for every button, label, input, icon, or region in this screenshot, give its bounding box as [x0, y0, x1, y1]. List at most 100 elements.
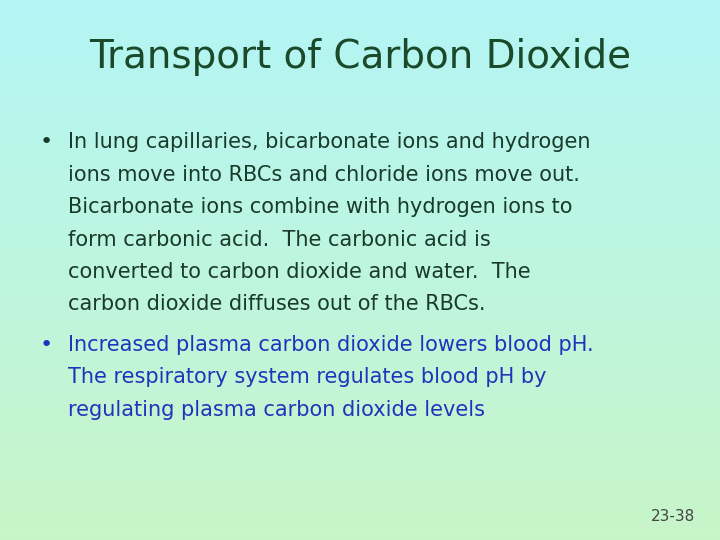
Bar: [0, 439, 720, 441]
Bar: [0, 459, 720, 461]
Bar: [0, 434, 720, 436]
Bar: [0, 90, 720, 92]
Bar: [0, 36, 720, 38]
Bar: [0, 329, 720, 331]
Bar: [0, 214, 720, 216]
Bar: [0, 104, 720, 106]
Bar: [0, 518, 720, 520]
Bar: [0, 182, 720, 184]
Bar: [0, 306, 720, 308]
Bar: [0, 443, 720, 444]
Bar: [0, 86, 720, 88]
Bar: [0, 119, 720, 120]
Bar: [0, 371, 720, 373]
Bar: [0, 389, 720, 390]
Bar: [0, 511, 720, 513]
Bar: [0, 147, 720, 150]
Bar: [0, 432, 720, 434]
Bar: [0, 421, 720, 423]
Bar: [0, 59, 720, 61]
Bar: [0, 528, 720, 529]
Bar: [0, 25, 720, 27]
Bar: [0, 355, 720, 356]
Bar: [0, 5, 720, 7]
Bar: [0, 22, 720, 23]
Bar: [0, 227, 720, 228]
Bar: [0, 34, 720, 36]
Bar: [0, 16, 720, 18]
Bar: [0, 407, 720, 409]
Bar: [0, 328, 720, 329]
Bar: [0, 417, 720, 420]
Bar: [0, 101, 720, 103]
Bar: [0, 295, 720, 297]
Bar: [0, 193, 720, 194]
Bar: [0, 88, 720, 90]
Bar: [0, 358, 720, 360]
Bar: [0, 378, 720, 380]
Bar: [0, 324, 720, 326]
Bar: [0, 18, 720, 20]
Bar: [0, 258, 720, 259]
Bar: [0, 255, 720, 258]
Bar: [0, 45, 720, 47]
Bar: [0, 474, 720, 475]
Bar: [0, 29, 720, 31]
Bar: [0, 353, 720, 355]
Bar: [0, 281, 720, 282]
Bar: [0, 47, 720, 49]
Bar: [0, 513, 720, 515]
Bar: [0, 450, 720, 452]
Bar: [0, 346, 720, 347]
Bar: [0, 128, 720, 130]
Bar: [0, 517, 720, 518]
Bar: [0, 265, 720, 266]
Bar: [0, 56, 720, 58]
Bar: [0, 293, 720, 295]
Bar: [0, 69, 720, 70]
Bar: [0, 383, 720, 385]
Bar: [0, 468, 720, 470]
Text: Bicarbonate ions combine with hydrogen ions to: Bicarbonate ions combine with hydrogen i…: [68, 197, 573, 217]
Bar: [0, 146, 720, 147]
Bar: [0, 410, 720, 412]
Text: carbon dioxide diffuses out of the RBCs.: carbon dioxide diffuses out of the RBCs.: [68, 294, 486, 314]
Bar: [0, 79, 720, 81]
Bar: [0, 232, 720, 234]
Bar: [0, 248, 720, 250]
Bar: [0, 369, 720, 371]
Bar: [0, 12, 720, 15]
Bar: [0, 185, 720, 187]
Bar: [0, 363, 720, 366]
Bar: [0, 481, 720, 482]
Bar: [0, 336, 720, 339]
Bar: [0, 525, 720, 528]
Text: ions move into RBCs and chloride ions move out.: ions move into RBCs and chloride ions mo…: [68, 165, 580, 185]
Bar: [0, 335, 720, 336]
Bar: [0, 380, 720, 382]
Bar: [0, 360, 720, 362]
Bar: [0, 531, 720, 533]
Bar: [0, 151, 720, 153]
Bar: [0, 275, 720, 277]
Bar: [0, 520, 720, 522]
Bar: [0, 250, 720, 252]
Bar: [0, 270, 720, 272]
Bar: [0, 234, 720, 236]
Bar: [0, 171, 720, 173]
Bar: [0, 529, 720, 531]
Bar: [0, 301, 720, 302]
Bar: [0, 274, 720, 275]
Bar: [0, 342, 720, 344]
Bar: [0, 20, 720, 22]
Bar: [0, 4, 720, 5]
Bar: [0, 268, 720, 270]
Bar: [0, 196, 720, 198]
Text: In lung capillaries, bicarbonate ions and hydrogen: In lung capillaries, bicarbonate ions an…: [68, 132, 591, 152]
Bar: [0, 412, 720, 414]
Bar: [0, 42, 720, 43]
Bar: [0, 43, 720, 45]
Bar: [0, 99, 720, 101]
Bar: [0, 400, 720, 401]
Bar: [0, 339, 720, 340]
